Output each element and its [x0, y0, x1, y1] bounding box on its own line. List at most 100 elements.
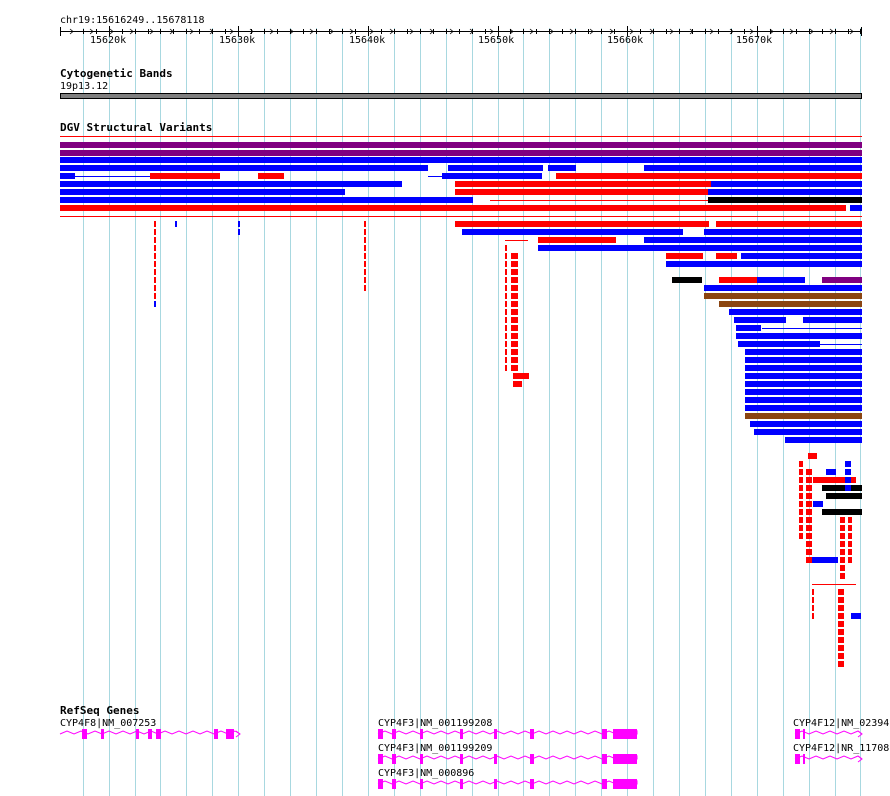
gene-label-cyp4f3-a[interactable]: CYP4F3|NM_001199208: [378, 718, 493, 729]
dgv-variant-bar: [745, 397, 862, 403]
dgv-variant-bar: [364, 229, 366, 235]
dgv-variant-bar: [154, 261, 156, 267]
ruler-strand-arrow: [789, 28, 794, 35]
dgv-variant-bar: [462, 229, 683, 235]
gene-label-cyp4f12-b[interactable]: CYP4F12|NR_11708: [793, 743, 890, 754]
dgv-variant-bar: [822, 485, 862, 491]
ruler-strand-arrow: [529, 28, 534, 35]
dgv-variant-bar: [455, 221, 709, 227]
gene-cyp4f8-exon: [101, 729, 104, 739]
gene-cyp4f3-c-intron-line: [377, 780, 638, 785]
dgv-variant-bar: [154, 277, 156, 283]
dgv-variant-bar: [838, 613, 844, 619]
dgv-variant-bar: [822, 277, 862, 283]
dgv-variant-bar: [505, 277, 507, 283]
dgv-variant-bar: [745, 405, 862, 411]
dgv-variant-bar: [505, 245, 507, 251]
gene-cyp4f8-exon: [136, 729, 139, 739]
dgv-variant-bar: [848, 525, 852, 531]
gene-cyp4f12-a-intron-line: [794, 730, 863, 735]
gene-cyp4f3-a-exon: [392, 729, 396, 739]
dgv-variant-bar: [505, 293, 507, 299]
dgv-variant-bar: [511, 277, 518, 283]
dgv-variant-bar: [511, 341, 518, 347]
dgv-variant-bar: [736, 333, 862, 339]
dgv-variant-bar: [812, 605, 814, 611]
dgv-variant-bar: [838, 645, 844, 651]
gene-cyp4f3-b-exon: [494, 754, 497, 764]
cytoband-bar[interactable]: [60, 93, 862, 99]
ruler-tick-label: 15620k: [90, 35, 127, 46]
gene-cyp4f3-a-intron-line: [377, 730, 638, 735]
dgv-variant-bar: [840, 557, 845, 563]
gene-label-cyp4f8[interactable]: CYP4F8|NM_007253: [60, 718, 157, 729]
gene-cyp4f3-a-exon: [460, 729, 463, 739]
dgv-variant-bar: [505, 357, 507, 363]
dgv-variant-bar: [511, 253, 518, 259]
dgv-variant-bar: [711, 181, 862, 187]
gene-cyp4f3-a-exon: [420, 729, 423, 739]
dgv-variant-bar: [838, 629, 844, 635]
dgv-variant-bar: [826, 493, 862, 499]
gene-cyp4f3-b-exon: [530, 754, 534, 764]
gene-cyp4f12-a-exon: [803, 729, 805, 739]
gene-label-cyp4f12-a[interactable]: CYP4F12|NM_02394: [793, 718, 890, 729]
dgv-variant-bar: [745, 365, 862, 371]
dgv-variant-bar: [785, 437, 862, 443]
ruler-strand-arrow: [669, 28, 674, 35]
gene-cyp4f8-exon: [214, 729, 218, 739]
dgv-variant-bar: [736, 325, 761, 331]
dgv-variant-bar: [154, 253, 156, 259]
dgv-variant-bar: [60, 157, 862, 163]
dgv-variant-bar: [812, 597, 814, 603]
dgv-variant-bar: [806, 477, 812, 483]
dgv-variant-bar: [838, 653, 844, 659]
gene-label-cyp4f3-b[interactable]: CYP4F3|NM_001199209: [378, 743, 493, 754]
gene-cyp4f3-c-exon: [613, 779, 637, 789]
dgv-variant-bar: [810, 557, 838, 563]
gene-cyp4f3-b-exon: [613, 754, 637, 764]
ruler-strand-arrow: [489, 28, 494, 35]
dgv-variant-bar: [154, 293, 156, 299]
dgv-variant-bar: [840, 573, 845, 579]
dgv-variant-bar: [716, 221, 862, 227]
dgv-variant-bar: [60, 189, 345, 195]
ruler-strand-arrow: [729, 28, 734, 35]
dgv-variant-bar: [738, 341, 820, 347]
cytoband-label: 19p13.12: [60, 81, 109, 92]
dgv-variant-bar: [729, 309, 862, 315]
dgv-variant-bar: [851, 613, 861, 619]
dgv-variant-bar: [840, 565, 845, 571]
ruler-strand-arrow: [129, 28, 134, 35]
dgv-variant-bar: [799, 477, 803, 483]
dgv-variant-bar: [505, 301, 507, 307]
dgv-variant-bar: [848, 517, 852, 523]
dgv-variant-bar: [840, 533, 845, 539]
dgv-variant-bar: [845, 469, 851, 475]
dgv-variant-bar: [745, 357, 862, 363]
dgv-variant-bar: [154, 269, 156, 275]
cytoband-track-title: Cytogenetic Bands: [60, 67, 173, 80]
dgv-variant-bar: [719, 277, 757, 283]
gene-cyp4f3-a-exon: [613, 729, 637, 739]
refseq-track-title: RefSeq Genes: [60, 704, 140, 717]
gene-cyp4f3-b-exon: [392, 754, 396, 764]
ruler-strand-arrow: [149, 28, 154, 35]
dgv-variant-bar: [442, 173, 542, 179]
dgv-variant-bar: [838, 621, 844, 627]
dgv-variant-bar: [511, 269, 518, 275]
ruler-strand-arrow: [289, 28, 294, 35]
gene-cyp4f3-b-exon: [602, 754, 607, 764]
ruler-strand-arrow: [69, 28, 74, 35]
dgv-variant-bar: [364, 237, 366, 243]
dgv-variant-bar: [799, 509, 803, 515]
dgv-variant-bar: [154, 237, 156, 243]
gene-cyp4f3-a-exon: [602, 729, 607, 739]
gene-label-cyp4f3-c[interactable]: CYP4F3|NM_000896: [378, 768, 475, 779]
dgv-variant-bar: [704, 229, 862, 235]
gene-cyp4f3-a-exon: [530, 729, 534, 739]
coordinate-ruler[interactable]: [0, 0, 890, 50]
